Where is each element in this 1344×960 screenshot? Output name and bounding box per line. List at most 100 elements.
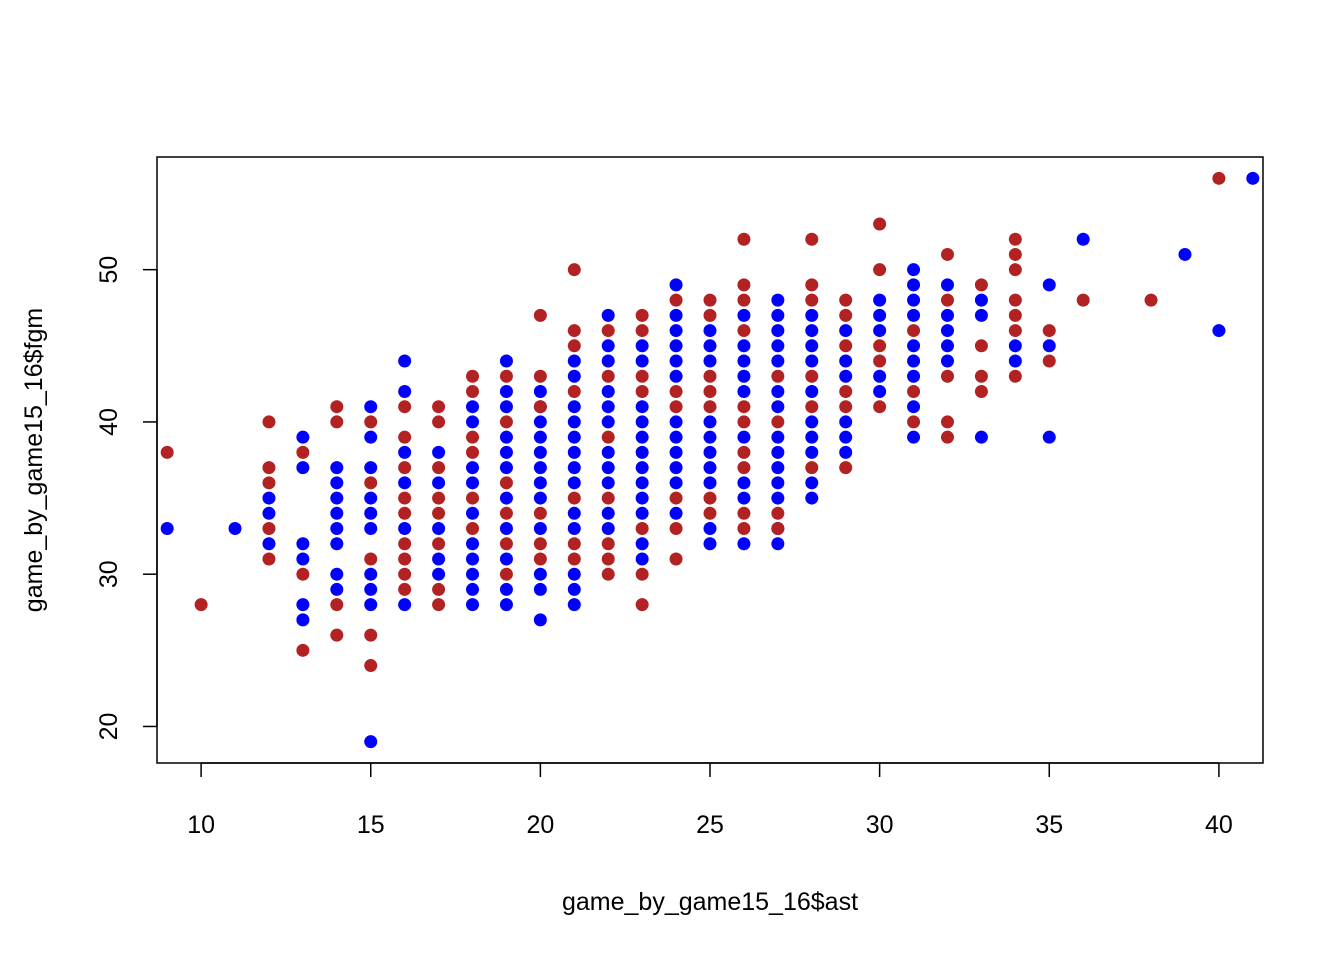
data-point: [635, 552, 649, 566]
data-point: [499, 522, 513, 536]
data-point: [907, 400, 921, 414]
data-point: [466, 445, 480, 459]
data-point: [533, 567, 547, 581]
data-point: [737, 430, 751, 444]
data-point: [669, 324, 683, 338]
data-point: [262, 552, 276, 566]
data-point: [432, 537, 446, 551]
data-point: [364, 552, 378, 566]
data-point: [805, 491, 819, 505]
data-point: [771, 430, 785, 444]
data-point: [940, 339, 954, 353]
data-point: [330, 598, 344, 612]
data-point: [974, 339, 988, 353]
data-point: [669, 552, 683, 566]
data-point: [805, 369, 819, 383]
data-point: [330, 506, 344, 520]
data-point: [398, 552, 412, 566]
data-point: [601, 461, 615, 475]
data-point: [499, 369, 513, 383]
data-point: [499, 506, 513, 520]
data-point: [1008, 247, 1022, 261]
data-point: [635, 445, 649, 459]
data-point: [567, 506, 581, 520]
data-point: [839, 354, 853, 368]
data-point: [398, 430, 412, 444]
data-point: [499, 476, 513, 490]
data-point: [466, 598, 480, 612]
data-point: [737, 445, 751, 459]
data-point: [1008, 308, 1022, 322]
data-point: [907, 339, 921, 353]
data-point: [974, 293, 988, 307]
data-point: [499, 354, 513, 368]
data-point: [533, 384, 547, 398]
data-point: [567, 582, 581, 596]
data-point: [398, 400, 412, 414]
data-point: [737, 339, 751, 353]
data-point: [533, 430, 547, 444]
data-point: [398, 567, 412, 581]
data-point: [737, 537, 751, 551]
data-point: [466, 476, 480, 490]
data-point: [432, 552, 446, 566]
data-point: [330, 537, 344, 551]
data-point: [737, 293, 751, 307]
x-tick-label: 30: [866, 811, 894, 839]
data-point: [1008, 263, 1022, 277]
y-axis: 20 30 40 50: [95, 256, 158, 740]
data-point: [737, 415, 751, 429]
data-point: [1178, 247, 1192, 261]
data-point: [940, 369, 954, 383]
data-point: [466, 384, 480, 398]
data-point: [533, 537, 547, 551]
data-point: [262, 491, 276, 505]
data-point: [601, 567, 615, 581]
data-point: [466, 400, 480, 414]
data-point: [635, 369, 649, 383]
data-point: [907, 369, 921, 383]
data-point: [1042, 324, 1056, 338]
data-point: [940, 247, 954, 261]
data-point: [1042, 430, 1056, 444]
data-point: [601, 369, 615, 383]
data-point: [330, 628, 344, 642]
data-point: [805, 278, 819, 292]
data-point: [907, 293, 921, 307]
data-point: [805, 232, 819, 246]
data-point: [669, 461, 683, 475]
data-point: [533, 552, 547, 566]
data-point: [635, 567, 649, 581]
data-point: [398, 461, 412, 475]
data-point: [364, 735, 378, 749]
x-axis: 10 15 20 25 30 35 40: [187, 762, 1233, 839]
data-point: [771, 445, 785, 459]
data-point: [907, 278, 921, 292]
data-point: [635, 354, 649, 368]
data-point: [737, 278, 751, 292]
x-axis-title: game_by_game15_16$ast: [562, 888, 858, 916]
data-point: [1042, 278, 1056, 292]
data-point: [567, 354, 581, 368]
data-point: [601, 552, 615, 566]
data-point: [533, 415, 547, 429]
data-point: [228, 522, 242, 536]
data-point: [703, 537, 717, 551]
data-point: [737, 461, 751, 475]
data-point: [839, 308, 853, 322]
data-point: [601, 430, 615, 444]
data-point: [805, 430, 819, 444]
data-point: [940, 415, 954, 429]
y-axis-title: game_by_game15_16$fgm: [20, 308, 48, 612]
data-point: [364, 522, 378, 536]
data-point: [499, 598, 513, 612]
data-point: [805, 384, 819, 398]
data-point: [839, 415, 853, 429]
data-point: [533, 369, 547, 383]
data-point: [771, 476, 785, 490]
data-point: [974, 384, 988, 398]
data-point: [635, 476, 649, 490]
data-point: [771, 506, 785, 520]
data-point: [737, 476, 751, 490]
